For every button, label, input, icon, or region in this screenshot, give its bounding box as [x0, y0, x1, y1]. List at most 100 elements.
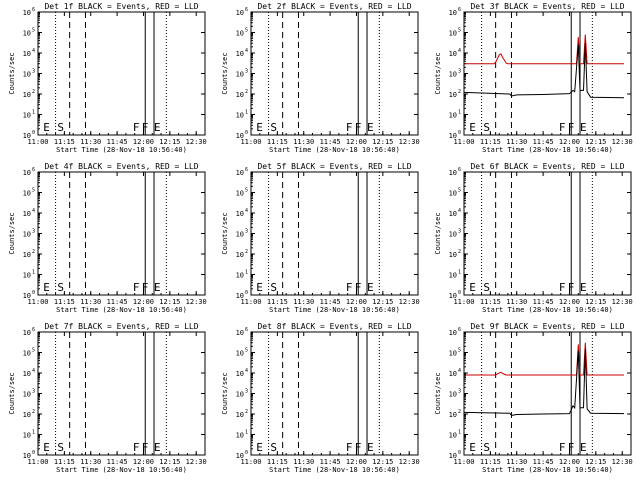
y-tick-exponent: 0 — [32, 290, 35, 296]
y-tick-label: 10 — [236, 432, 244, 440]
x-tick-label: 11:00 — [240, 138, 261, 146]
y-tick-label: 10 — [23, 292, 31, 300]
x-tick-label: 12:15 — [585, 138, 606, 146]
x-tick-label: 12:15 — [585, 458, 606, 466]
x-axis-label: Start Time (28-Nov-18 10:56:40) — [482, 146, 613, 154]
x-tick-label: 11:00 — [240, 458, 261, 466]
y-axis-label: Counts/sec — [221, 52, 229, 94]
x-tick-label: 11:30 — [506, 458, 527, 466]
y-tick-exponent: 3 — [245, 229, 248, 235]
y-tick-label: 10 — [449, 452, 457, 460]
panel-title: Det 9f BLACK = Events, RED = LLD — [470, 322, 624, 331]
y-tick-exponent: 5 — [245, 348, 248, 354]
y-tick-label: 10 — [236, 391, 244, 399]
x-tick-label: 12:30 — [399, 138, 420, 146]
marker-label: F — [133, 121, 140, 134]
plot-frame — [463, 331, 632, 456]
x-tick-label: 12:15 — [372, 138, 393, 146]
y-tick-label: 10 — [449, 350, 457, 358]
y-tick-exponent: 3 — [32, 229, 35, 235]
x-tick-label: 11:30 — [80, 298, 101, 306]
lld-series-line — [464, 342, 624, 376]
x-tick-label: 12:15 — [372, 458, 393, 466]
marker-label: F — [355, 281, 362, 294]
y-tick-exponent: 2 — [245, 89, 248, 95]
y-tick-label: 10 — [23, 112, 31, 120]
x-tick-label: 12:00 — [133, 458, 154, 466]
plot-frame — [37, 331, 206, 456]
y-tick-label: 10 — [23, 432, 31, 440]
y-tick-exponent: 6 — [32, 167, 35, 173]
y-axis-label: Counts/sec — [221, 212, 229, 254]
x-tick-label: 12:30 — [612, 138, 633, 146]
x-axis-label: Start Time (28-Nov-18 10:56:40) — [269, 146, 400, 154]
y-tick-exponent: 4 — [245, 48, 248, 54]
y-tick-exponent: 1 — [245, 430, 248, 436]
y-tick-label: 10 — [236, 91, 244, 99]
x-tick-label: 11:00 — [240, 298, 261, 306]
marker-label: E — [43, 281, 50, 294]
x-tick-label: 11:15 — [54, 298, 75, 306]
y-tick-exponent: 4 — [245, 208, 248, 214]
y-tick-label: 10 — [449, 411, 457, 419]
y-tick-label: 10 — [449, 432, 457, 440]
y-tick-exponent: 6 — [245, 167, 248, 173]
y-tick-label: 10 — [236, 272, 244, 280]
y-tick-label: 10 — [23, 231, 31, 239]
y-tick-exponent: 1 — [458, 270, 461, 276]
y-tick-label: 10 — [449, 50, 457, 58]
plot-frame — [250, 331, 419, 456]
y-tick-exponent: 2 — [245, 409, 248, 415]
y-tick-label: 10 — [236, 350, 244, 358]
x-tick-label: 11:45 — [107, 458, 128, 466]
y-tick-label: 10 — [23, 190, 31, 198]
y-tick-label: 10 — [236, 452, 244, 460]
events-series-line — [463, 43, 625, 99]
y-tick-label: 10 — [23, 30, 31, 38]
marker-label: E — [154, 281, 161, 294]
y-tick-exponent: 5 — [245, 28, 248, 34]
y-tick-exponent: 4 — [245, 368, 248, 374]
marker-label: F — [568, 121, 575, 134]
x-axis-label: Start Time (28-Nov-18 10:56:40) — [269, 306, 400, 314]
x-tick-label: 12:15 — [159, 298, 180, 306]
y-tick-label: 10 — [23, 370, 31, 378]
y-tick-label: 10 — [236, 210, 244, 218]
y-tick-exponent: 5 — [245, 188, 248, 194]
marker-label: S — [270, 281, 277, 294]
y-tick-label: 10 — [449, 370, 457, 378]
x-tick-label: 11:45 — [533, 298, 554, 306]
y-tick-exponent: 3 — [245, 69, 248, 75]
y-tick-label: 10 — [236, 370, 244, 378]
x-tick-label: 12:15 — [159, 458, 180, 466]
y-tick-exponent: 1 — [458, 430, 461, 436]
y-axis-label: Counts/sec — [221, 372, 229, 414]
x-axis-label: Start Time (28-Nov-18 10:56:40) — [482, 306, 613, 314]
y-tick-exponent: 0 — [458, 290, 461, 296]
y-tick-exponent: 5 — [458, 28, 461, 34]
marker-label: E — [154, 441, 161, 454]
x-tick-label: 11:45 — [320, 458, 341, 466]
marker-label: S — [57, 441, 64, 454]
x-tick-label: 11:00 — [27, 138, 48, 146]
x-tick-label: 12:30 — [399, 298, 420, 306]
marker-label: F — [568, 281, 575, 294]
y-tick-exponent: 2 — [458, 249, 461, 255]
y-tick-label: 10 — [23, 329, 31, 337]
y-tick-exponent: 4 — [458, 368, 461, 374]
marker-label: E — [367, 281, 374, 294]
y-tick-label: 10 — [23, 391, 31, 399]
x-tick-label: 11:15 — [54, 458, 75, 466]
x-tick-label: 11:45 — [107, 298, 128, 306]
y-axis-label: Counts/sec — [434, 52, 442, 94]
x-tick-label: 12:30 — [186, 138, 207, 146]
marker-label: E — [580, 281, 587, 294]
y-tick-exponent: 2 — [32, 249, 35, 255]
y-tick-exponent: 1 — [245, 110, 248, 116]
